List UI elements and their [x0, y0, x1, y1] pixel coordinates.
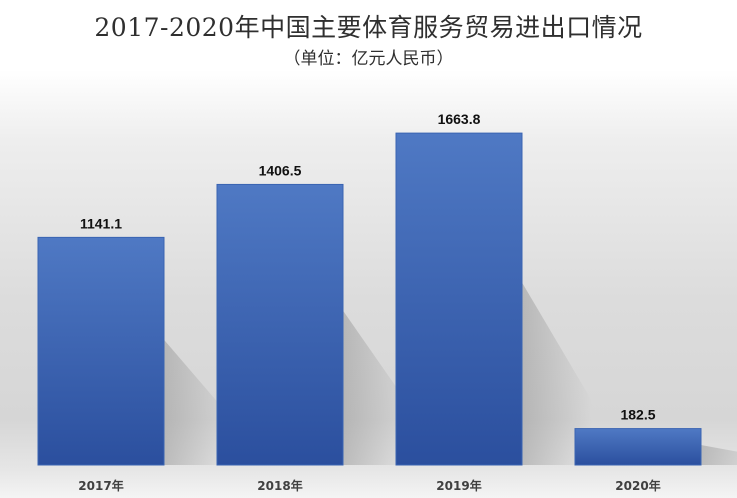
chart-title: 2017-2020年中国主要体育服务贸易进出口情况	[94, 13, 643, 42]
x-tick-label: 2020年	[615, 478, 660, 493]
x-tick-label: 2019年	[436, 478, 481, 493]
x-tick-labels-group: 2017年 2018年 2019年 2020年	[78, 478, 660, 493]
data-label: 1406.5	[259, 162, 302, 178]
bar-shadow	[701, 444, 737, 465]
bar	[216, 183, 344, 466]
bar	[395, 132, 523, 466]
x-tick-label: 2018年	[257, 478, 302, 493]
data-label: 1141.1	[80, 215, 122, 231]
bar	[37, 236, 165, 466]
data-label: 182.5	[620, 407, 655, 423]
value-labels-group: 1141.1 1406.5 1663.8 182.5	[80, 111, 656, 422]
x-tick-label: 2017年	[78, 478, 123, 493]
chart-subtitle: （单位：亿元人民币）	[283, 49, 454, 69]
bar-shadow	[522, 282, 592, 465]
bar	[574, 428, 702, 466]
bars-group	[37, 132, 702, 466]
data-label: 1663.8	[438, 111, 481, 127]
